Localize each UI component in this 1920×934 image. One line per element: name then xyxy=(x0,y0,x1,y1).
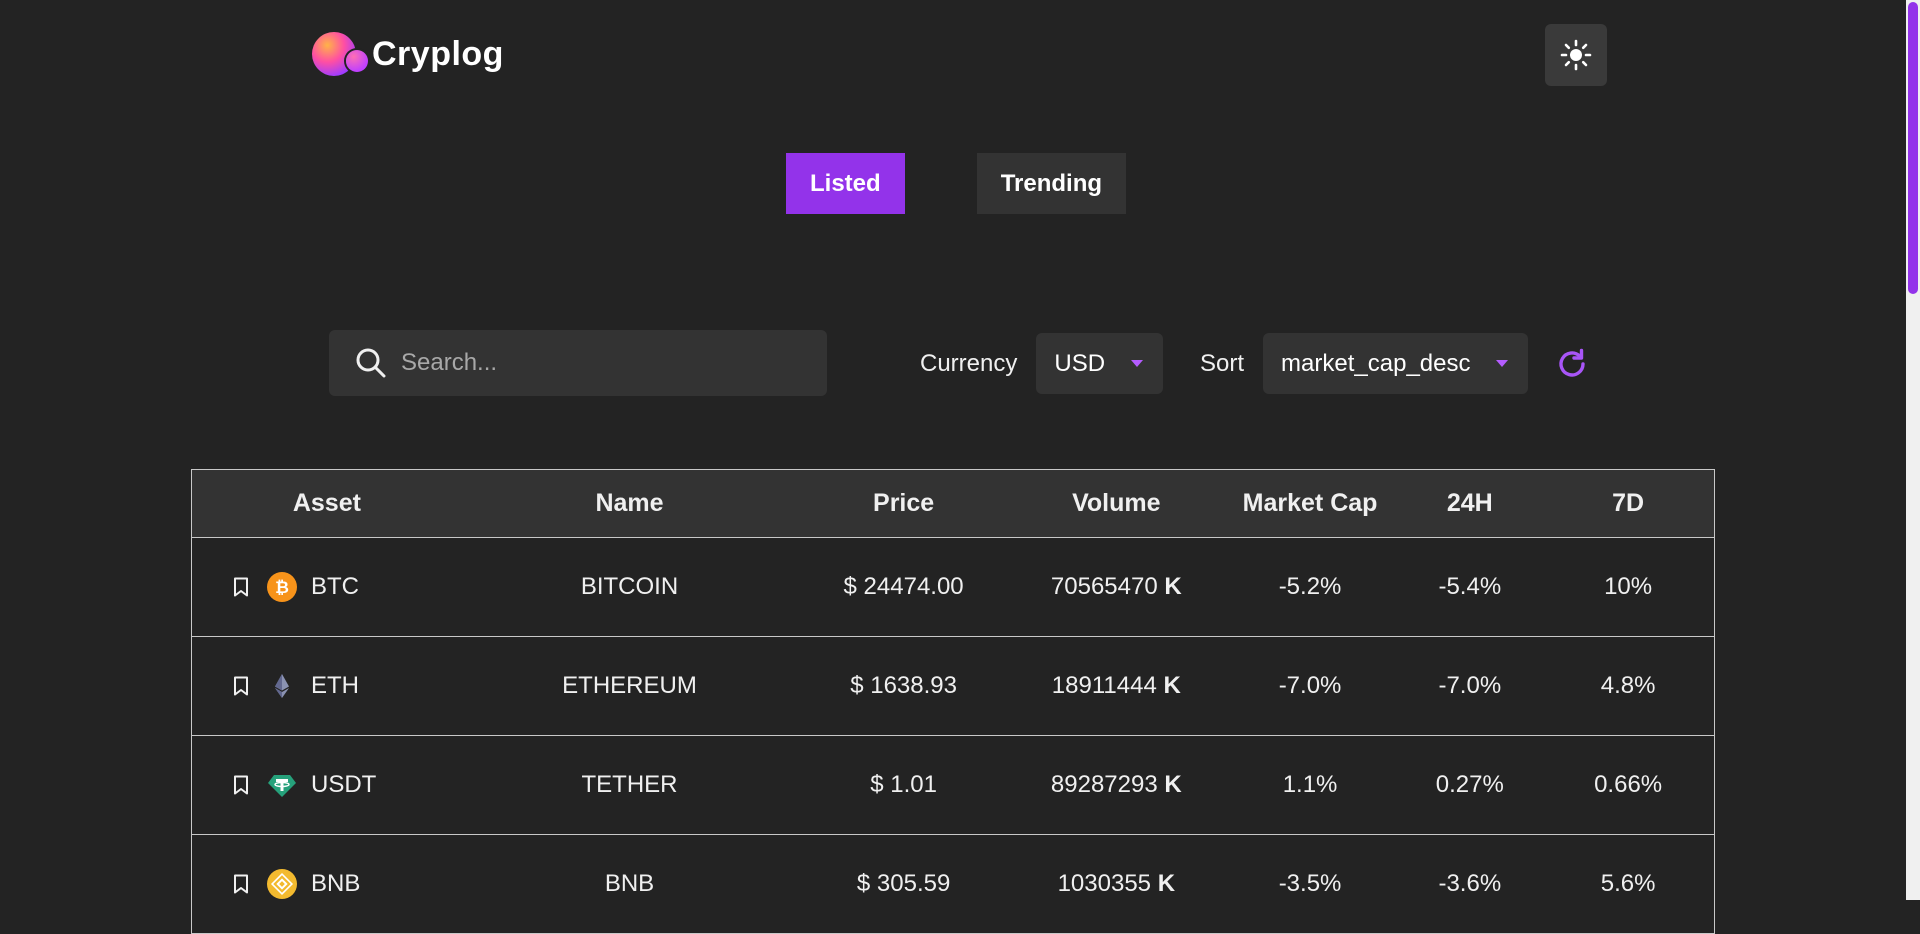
volume-unit: K xyxy=(1163,672,1181,699)
asset-name: BITCOIN xyxy=(580,573,679,600)
asset-7d-change: 10% xyxy=(1604,573,1653,600)
search-icon xyxy=(356,348,386,378)
asset-market-cap-change: -3.5% xyxy=(1278,870,1342,897)
asset-volume: 70565470 K xyxy=(1010,538,1223,637)
search-input[interactable] xyxy=(399,348,803,378)
sort-select[interactable]: market_cap_desc xyxy=(1263,333,1529,394)
asset-volume: 89287293 K xyxy=(1010,736,1223,835)
search-box xyxy=(329,330,827,396)
table-header-row: Asset Name Price Volume Market Cap 24H 7… xyxy=(191,469,1715,538)
asset-market-cap-change: -7.0% xyxy=(1278,672,1342,699)
volume-value: 1030355 xyxy=(1057,870,1152,897)
asset-7d-change: 0.66% xyxy=(1594,771,1663,798)
asset-price: $ 24474.00 xyxy=(843,573,964,600)
tab-bar: Listed Trending xyxy=(786,153,1127,214)
table-row[interactable]: ETH ETHEREUM $ 1638.93 18911444 K -7.0% … xyxy=(191,636,1715,736)
asset-symbol: BNB xyxy=(311,870,361,897)
asset-24h-change: -5.4% xyxy=(1438,573,1502,600)
asset-volume: 1030355 K xyxy=(1010,835,1223,934)
scrollbar-thumb[interactable] xyxy=(1908,2,1918,294)
asset-price: $ 305.59 xyxy=(856,870,951,897)
assets-table: Asset Name Price Volume Market Cap 24H 7… xyxy=(191,469,1715,934)
column-header-24h[interactable]: 24H xyxy=(1446,489,1493,517)
column-header-asset[interactable]: Asset xyxy=(292,489,361,517)
asset-cell: ₿ BTC xyxy=(192,538,462,637)
volume-value: 89287293 xyxy=(1050,771,1158,798)
bookmark-icon[interactable] xyxy=(230,675,252,697)
bookmark-icon[interactable] xyxy=(230,576,252,598)
tether-icon xyxy=(267,770,297,800)
theme-toggle-button[interactable] xyxy=(1545,24,1607,86)
asset-name: BNB xyxy=(604,870,655,897)
asset-market-cap-change: -5.2% xyxy=(1278,573,1342,600)
asset-symbol: ETH xyxy=(311,672,359,699)
volume-unit: K xyxy=(1157,870,1176,897)
bookmark-icon[interactable] xyxy=(230,873,252,895)
currency-select[interactable]: USD xyxy=(1036,333,1164,394)
refresh-icon xyxy=(1559,348,1586,377)
sort-value: market_cap_desc xyxy=(1281,349,1471,377)
logo-mark-icon xyxy=(312,30,370,78)
logo[interactable]: Cryplog xyxy=(312,30,504,78)
logo-text: Cryplog xyxy=(372,34,504,73)
volume-value: 18911444 xyxy=(1051,672,1157,699)
currency-value: USD xyxy=(1054,349,1106,377)
tab-listed[interactable]: Listed xyxy=(786,153,905,214)
caret-down-icon xyxy=(1131,360,1144,367)
asset-24h-change: 0.27% xyxy=(1435,771,1504,798)
bookmark-icon[interactable] xyxy=(230,774,252,796)
column-header-name[interactable]: Name xyxy=(595,489,664,517)
currency-label: Currency xyxy=(920,349,1018,377)
column-header-volume[interactable]: Volume xyxy=(1072,489,1161,517)
asset-24h-change: -3.6% xyxy=(1438,870,1502,897)
filter-bar: Currency USD Sort market_cap_desc xyxy=(920,333,1592,394)
bnb-icon xyxy=(267,869,297,899)
column-header-7d[interactable]: 7D xyxy=(1612,489,1645,517)
column-header-price[interactable]: Price xyxy=(873,489,935,517)
table-row[interactable]: BNB BNB $ 305.59 1030355 K -3.5% -3.6% 5… xyxy=(191,834,1715,934)
table-row[interactable]: ₿ BTC BITCOIN $ 24474.00 70565470 K -5.2… xyxy=(191,537,1715,637)
asset-symbol: BTC xyxy=(311,573,359,600)
page-scrollbar[interactable] xyxy=(1906,0,1920,900)
asset-cell: BNB xyxy=(192,835,462,934)
asset-24h-change: -7.0% xyxy=(1438,672,1502,699)
asset-7d-change: 4.8% xyxy=(1600,672,1656,699)
sort-label: Sort xyxy=(1200,349,1245,377)
volume-value: 70565470 xyxy=(1050,573,1158,600)
refresh-button[interactable] xyxy=(1552,344,1592,384)
asset-cell: ETH xyxy=(192,637,462,736)
asset-symbol: USDT xyxy=(311,771,377,798)
asset-volume: 18911444 K xyxy=(1010,637,1223,736)
volume-unit: K xyxy=(1164,573,1182,600)
svg-text:₿: ₿ xyxy=(275,578,289,598)
asset-cell: USDT xyxy=(192,736,462,835)
sun-icon xyxy=(1560,39,1592,71)
bitcoin-icon: ₿ xyxy=(267,572,297,602)
tab-trending[interactable]: Trending xyxy=(976,153,1127,214)
asset-price: $ 1638.93 xyxy=(850,672,957,699)
asset-market-cap-change: 1.1% xyxy=(1282,771,1338,798)
asset-7d-change: 5.6% xyxy=(1600,870,1656,897)
asset-name: TETHER xyxy=(581,771,678,798)
asset-price: $ 1.01 xyxy=(870,771,937,798)
ethereum-icon xyxy=(267,671,297,701)
table-row[interactable]: USDT TETHER $ 1.01 89287293 K 1.1% 0.27%… xyxy=(191,735,1715,835)
caret-down-icon xyxy=(1496,360,1509,367)
column-header-market-cap[interactable]: Market Cap xyxy=(1242,489,1378,517)
volume-unit: K xyxy=(1164,771,1182,798)
asset-name: ETHEREUM xyxy=(562,672,697,699)
